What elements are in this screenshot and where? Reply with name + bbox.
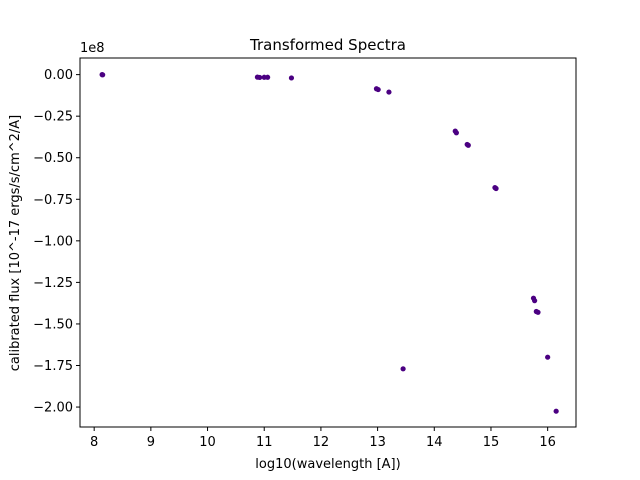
data-point xyxy=(257,74,263,81)
x-tick-label: 8 xyxy=(90,435,98,450)
x-tick-label: 13 xyxy=(369,435,386,450)
y-tick-label: −1.50 xyxy=(33,317,73,332)
data-point xyxy=(535,309,541,315)
data-point xyxy=(532,298,538,304)
x-axis-label: log10(wavelength [A]) xyxy=(255,457,400,472)
data-point xyxy=(465,142,471,148)
y-axis-label: calibrated flux [10^-17 ergs/s/cm^2/A] xyxy=(8,115,23,372)
y-tick-label: −1.00 xyxy=(33,234,73,249)
data-point xyxy=(288,75,295,81)
data-point xyxy=(545,354,551,360)
data-point xyxy=(453,130,459,136)
data-point xyxy=(400,366,406,372)
x-tick-label: 9 xyxy=(147,435,155,450)
y-tick-label: −0.75 xyxy=(33,193,73,208)
x-tick-label: 11 xyxy=(256,435,273,450)
y-tick-label: −1.75 xyxy=(33,359,73,374)
data-point xyxy=(265,74,271,80)
y-tick-label: −1.25 xyxy=(33,276,73,291)
x-tick-label: 12 xyxy=(313,435,330,450)
ticks-layer: 8 9 10 11 12 13 14 15 16 0.00 −0.25 −0.50 −0.75 −1.00… xyxy=(33,68,556,450)
points-layer xyxy=(99,72,559,414)
x-tick-label: 14 xyxy=(426,435,443,450)
y-tick-label: 0.00 xyxy=(44,68,73,83)
data-point xyxy=(386,89,392,95)
y-tick-label: −0.25 xyxy=(33,110,73,125)
chart-title: Transformed Spectra xyxy=(249,36,406,54)
x-tick-label: 10 xyxy=(199,435,216,450)
data-point xyxy=(100,72,106,78)
data-point xyxy=(375,86,381,93)
y-tick-label: −2.00 xyxy=(33,401,73,416)
y-tick-label: −0.50 xyxy=(33,151,73,166)
x-tick-label: 15 xyxy=(483,435,500,450)
data-point xyxy=(553,408,559,414)
x-tick-label: 16 xyxy=(539,435,556,450)
data-point xyxy=(493,185,499,192)
y-offset-text: 1e8 xyxy=(80,41,105,56)
plot-frame xyxy=(79,57,577,428)
